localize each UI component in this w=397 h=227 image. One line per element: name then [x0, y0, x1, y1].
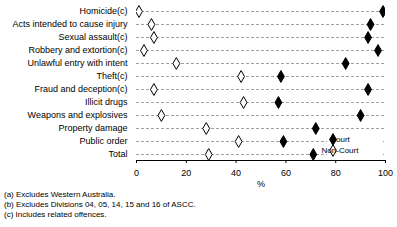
- svg-text:Unlawful entry with intent: Unlawful entry with intent: [27, 58, 128, 68]
- svg-text:Non-Court: Non-Court: [322, 146, 360, 155]
- svg-text:Acts intended to cause injury: Acts intended to cause injury: [12, 19, 128, 29]
- svg-text:Weapons and explosives: Weapons and explosives: [28, 110, 128, 120]
- svg-text:Robbery and extortion(c): Robbery and extortion(c): [28, 45, 127, 55]
- html-text:(a) Excludes Western Australia: (a) Excludes Western Australia.: [4, 190, 116, 199]
- svg-text:%: %: [257, 179, 265, 189]
- svg-text:Illicit drugs: Illicit drugs: [85, 97, 128, 107]
- svg-text:100: 100: [378, 168, 393, 178]
- html-text:(b) Excludes Divisions 04, 05,: (b) Excludes Divisions 04, 05, 14, 15 an…: [4, 200, 196, 209]
- svg-text:80: 80: [331, 168, 341, 178]
- svg-text:Court: Court: [330, 135, 350, 144]
- svg-text:Homicide(c): Homicide(c): [79, 6, 127, 16]
- svg-text:Property damage: Property damage: [58, 123, 127, 133]
- html-text:(c) Includes related offences.: (c) Includes related offences.: [4, 210, 107, 219]
- svg-text:40: 40: [231, 168, 241, 178]
- svg-text:20: 20: [181, 168, 191, 178]
- svg-text:Theft(c): Theft(c): [96, 71, 127, 81]
- svg-text:60: 60: [281, 168, 291, 178]
- svg-text:Total: Total: [108, 149, 127, 159]
- svg-text:Fraud and deception(c): Fraud and deception(c): [34, 84, 127, 94]
- svg-text:Public order: Public order: [79, 136, 127, 146]
- svg-text:Sexual assault(c): Sexual assault(c): [58, 32, 127, 42]
- svg-text:0: 0: [134, 168, 139, 178]
